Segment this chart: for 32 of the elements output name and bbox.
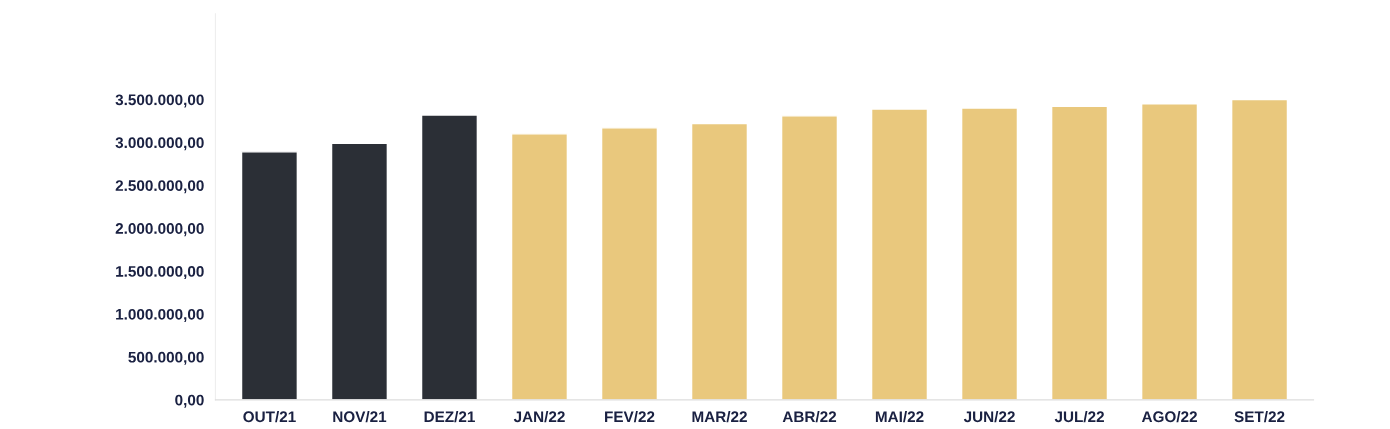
y-tick-label: 3.000.000,00 bbox=[115, 137, 204, 151]
x-tick-label: MAI/22 bbox=[875, 410, 924, 423]
x-tick-label: MAR/22 bbox=[692, 410, 747, 423]
bar bbox=[1230, 98, 1289, 400]
x-tick-label: JUL/22 bbox=[1054, 410, 1104, 423]
bar bbox=[330, 142, 389, 400]
bar bbox=[510, 133, 569, 400]
y-tick-label: 0,00 bbox=[175, 394, 204, 408]
bar bbox=[690, 122, 749, 400]
y-tick-label: 500.000,00 bbox=[128, 351, 204, 365]
bar bbox=[240, 151, 299, 400]
y-tick-label: 2.000.000,00 bbox=[115, 223, 204, 237]
bar bbox=[420, 114, 479, 400]
x-tick-label: FEV/22 bbox=[605, 410, 655, 423]
y-tick-label: 1.500.000,00 bbox=[116, 266, 204, 280]
bar bbox=[960, 107, 1019, 400]
y-tick-label: 3.500.000,00 bbox=[115, 94, 204, 108]
x-tick-label: NOV/21 bbox=[333, 410, 387, 423]
x-tick-label: OUT/21 bbox=[243, 410, 296, 423]
bar bbox=[1050, 105, 1109, 400]
y-tick-label: 1.000.000,00 bbox=[116, 308, 204, 322]
y-tick-label: 2.500.000,00 bbox=[115, 180, 204, 194]
bar bbox=[600, 127, 659, 400]
x-tick-label: SET/22 bbox=[1234, 410, 1285, 423]
x-tick-label: JUN/22 bbox=[963, 410, 1015, 423]
x-tick-label: ABR/22 bbox=[782, 410, 837, 423]
bar bbox=[1140, 103, 1199, 400]
bar bbox=[870, 108, 929, 400]
bar bbox=[780, 115, 839, 400]
x-tick-label: JAN/22 bbox=[513, 410, 565, 423]
x-tick-label: AGO/22 bbox=[1141, 410, 1197, 423]
x-tick-label: DEZ/21 bbox=[424, 410, 475, 423]
